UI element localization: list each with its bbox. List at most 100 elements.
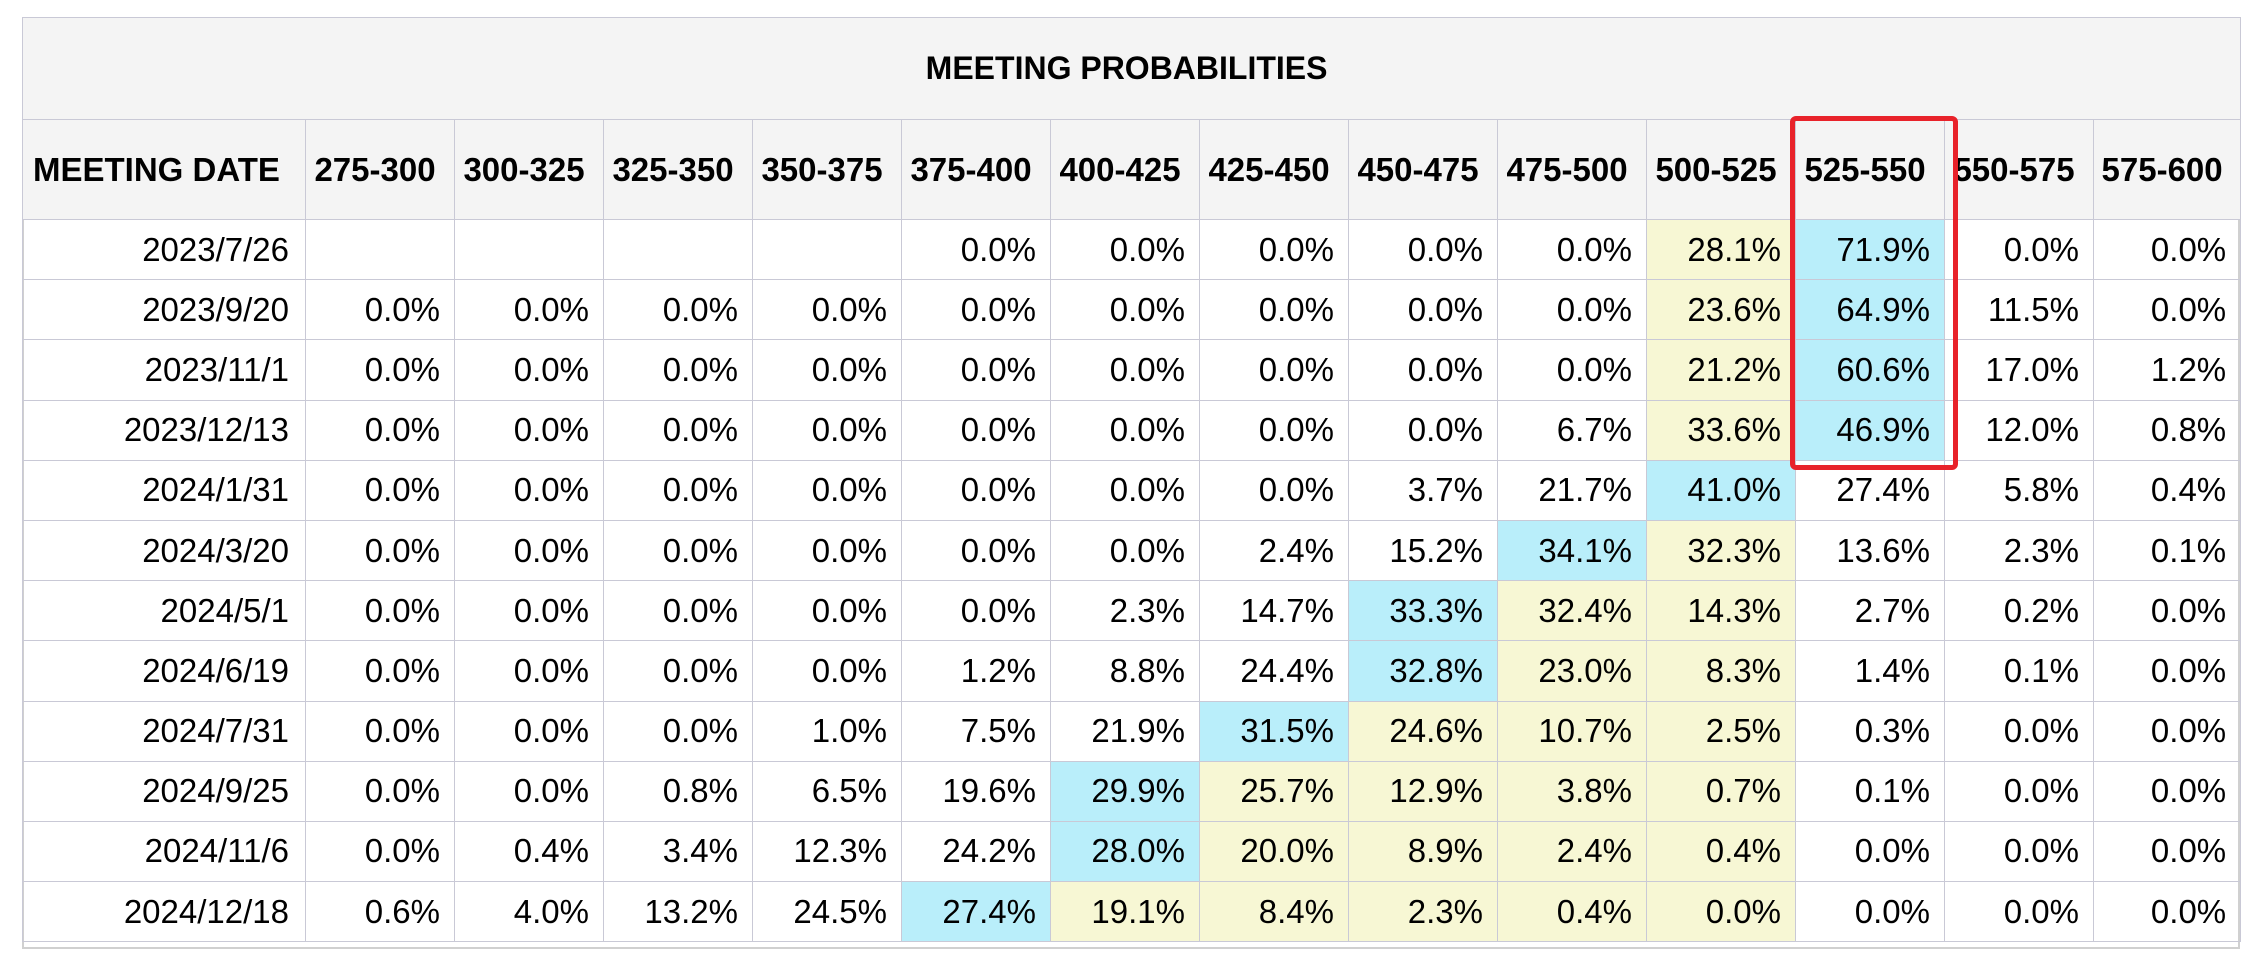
probability-cell: 0.0% bbox=[752, 399, 902, 461]
probability-cell: 27.4% bbox=[1795, 459, 1945, 521]
probability-cell: 0.1% bbox=[1795, 760, 1945, 822]
probability-cell: 13.6% bbox=[1795, 519, 1945, 582]
table-row: 2024/6/19 0.0% 0.0% 0.0% 0.0% 1.2% 8.8% 24.4% 32… bbox=[22, 640, 2242, 702]
probability-cell: 24.5% bbox=[752, 881, 902, 943]
probability-cell: 25.7% bbox=[1199, 760, 1349, 822]
probability-cell: 0.4% bbox=[2092, 459, 2242, 521]
probability-cell: 0.0% bbox=[1050, 399, 1200, 461]
probability-cell: 0.0% bbox=[603, 339, 753, 401]
probability-cell: 0.0% bbox=[752, 640, 902, 702]
probability-cell: 0.0% bbox=[1348, 399, 1498, 461]
probability-cell: 0.0% bbox=[305, 399, 455, 461]
probability-cell: 0.0% bbox=[1944, 760, 2094, 822]
table-row: 2024/7/31 0.0% 0.0% 0.0% 1.0% 7.5% 21.9% 31.5% 2… bbox=[22, 700, 2242, 762]
column-header-275-300: 275-300 bbox=[305, 119, 455, 220]
probability-cell: 0.0% bbox=[2092, 640, 2242, 702]
probability-cell: 0.2% bbox=[1944, 580, 2094, 642]
probability-cell: 2.3% bbox=[1348, 881, 1498, 943]
probability-cell: 12.9% bbox=[1348, 760, 1498, 822]
probability-cell: 0.0% bbox=[752, 339, 902, 401]
probability-cell: 11.5% bbox=[1944, 279, 2094, 341]
probability-cell: 0.0% bbox=[901, 459, 1051, 521]
probability-cell: 0.0% bbox=[1050, 218, 1200, 281]
probability-cell: 1.0% bbox=[752, 700, 902, 762]
probability-cell: 0.0% bbox=[1050, 519, 1200, 582]
probability-cell: 0.0% bbox=[1795, 820, 1945, 883]
probability-cell: 0.0% bbox=[305, 459, 455, 521]
probability-cell: 27.4% bbox=[901, 881, 1051, 943]
probability-cell: 1.4% bbox=[1795, 640, 1945, 702]
column-header-475-500: 475-500 bbox=[1497, 119, 1647, 220]
probability-cell: 0.0% bbox=[2092, 580, 2242, 642]
probability-cell: 0.0% bbox=[603, 580, 753, 642]
probability-cell: 0.0% bbox=[305, 760, 455, 822]
column-header-450-475: 450-475 bbox=[1348, 119, 1498, 220]
probability-cell: 24.4% bbox=[1199, 640, 1349, 702]
table-row: 2023/12/13 0.0% 0.0% 0.0% 0.0% 0.0% 0.0% 0.0% 0.… bbox=[22, 399, 2242, 461]
table-row: 2023/7/26 0.0% 0.0% 0.0% 0.0% 0.0% 28.1% 71.9% 0… bbox=[22, 218, 2242, 281]
column-header-325-350: 325-350 bbox=[603, 119, 753, 220]
probability-cell: 0.0% bbox=[305, 279, 455, 341]
probability-cell: 0.0% bbox=[901, 279, 1051, 341]
column-header-525-550: 525-550 bbox=[1795, 119, 1945, 220]
probability-cell: 21.7% bbox=[1497, 459, 1647, 521]
probability-cell: 3.4% bbox=[603, 820, 753, 883]
meeting-date-cell: 2024/6/19 bbox=[22, 640, 306, 702]
meeting-date-cell: 2023/12/13 bbox=[22, 399, 306, 461]
probability-cell: 0.0% bbox=[1199, 339, 1349, 401]
probability-cell: 2.3% bbox=[1050, 580, 1200, 642]
column-header-500-525: 500-525 bbox=[1646, 119, 1796, 220]
meeting-date-cell: 2024/9/25 bbox=[22, 760, 306, 822]
probability-cell: 0.8% bbox=[603, 760, 753, 822]
probability-cell bbox=[752, 218, 902, 281]
probability-cell: 0.8% bbox=[2092, 399, 2242, 461]
probability-cell bbox=[454, 218, 604, 281]
table-row: 2024/11/6 0.0% 0.4% 3.4% 12.3% 24.2% 28.0% 20.0… bbox=[22, 820, 2242, 883]
probability-cell: 19.1% bbox=[1050, 881, 1200, 943]
probability-cell: 2.3% bbox=[1944, 519, 2094, 582]
probability-cell: 28.1% bbox=[1646, 218, 1796, 281]
meeting-date-cell: 2023/7/26 bbox=[22, 218, 306, 281]
probability-cell: 0.0% bbox=[454, 399, 604, 461]
probability-cell: 2.7% bbox=[1795, 580, 1945, 642]
probability-cell: 8.8% bbox=[1050, 640, 1200, 702]
probability-cell: 0.0% bbox=[1050, 279, 1200, 341]
table-row: 2024/5/1 0.0% 0.0% 0.0% 0.0% 0.0% 2.3% 14.7% 33.… bbox=[22, 580, 2242, 642]
probability-cell: 0.0% bbox=[1944, 700, 2094, 762]
probability-cell: 0.0% bbox=[2092, 760, 2242, 822]
probability-cell: 1.2% bbox=[901, 640, 1051, 702]
probability-cell: 0.0% bbox=[2092, 881, 2242, 943]
probability-cell: 2.4% bbox=[1199, 519, 1349, 582]
probability-cell: 32.4% bbox=[1497, 580, 1647, 642]
probability-cell: 0.0% bbox=[454, 339, 604, 401]
column-header-425-450: 425-450 bbox=[1199, 119, 1349, 220]
column-header-350-375: 350-375 bbox=[752, 119, 902, 220]
probability-cell: 14.3% bbox=[1646, 580, 1796, 642]
probability-cell: 0.0% bbox=[2092, 820, 2242, 883]
probability-cell: 10.7% bbox=[1497, 700, 1647, 762]
probability-cell: 21.2% bbox=[1646, 339, 1796, 401]
probability-cell: 0.0% bbox=[1199, 399, 1349, 461]
probability-cell: 21.9% bbox=[1050, 700, 1200, 762]
probability-cell: 0.1% bbox=[1944, 640, 2094, 702]
probability-cell: 0.6% bbox=[305, 881, 455, 943]
probability-cell: 0.0% bbox=[1497, 279, 1647, 341]
probability-cell: 0.0% bbox=[901, 580, 1051, 642]
probability-cell: 0.0% bbox=[2092, 279, 2242, 341]
probability-cell: 6.5% bbox=[752, 760, 902, 822]
probability-cell: 64.9% bbox=[1795, 279, 1945, 341]
probability-cell: 0.0% bbox=[305, 700, 455, 762]
probability-cell: 28.0% bbox=[1050, 820, 1200, 883]
column-header-375-400: 375-400 bbox=[901, 119, 1051, 220]
probability-cell: 0.0% bbox=[1944, 881, 2094, 943]
probability-cell: 0.0% bbox=[752, 580, 902, 642]
probability-cell: 0.0% bbox=[1944, 820, 2094, 883]
probability-cell: 0.0% bbox=[454, 459, 604, 521]
probability-cell: 0.0% bbox=[603, 640, 753, 702]
probability-cell: 0.0% bbox=[305, 519, 455, 582]
column-header-meeting-date: MEETING DATE bbox=[22, 119, 306, 220]
meeting-date-cell: 2024/3/20 bbox=[22, 519, 306, 582]
probability-cell: 0.0% bbox=[1497, 218, 1647, 281]
probability-cell: 0.0% bbox=[1348, 339, 1498, 401]
probability-cell: 17.0% bbox=[1944, 339, 2094, 401]
